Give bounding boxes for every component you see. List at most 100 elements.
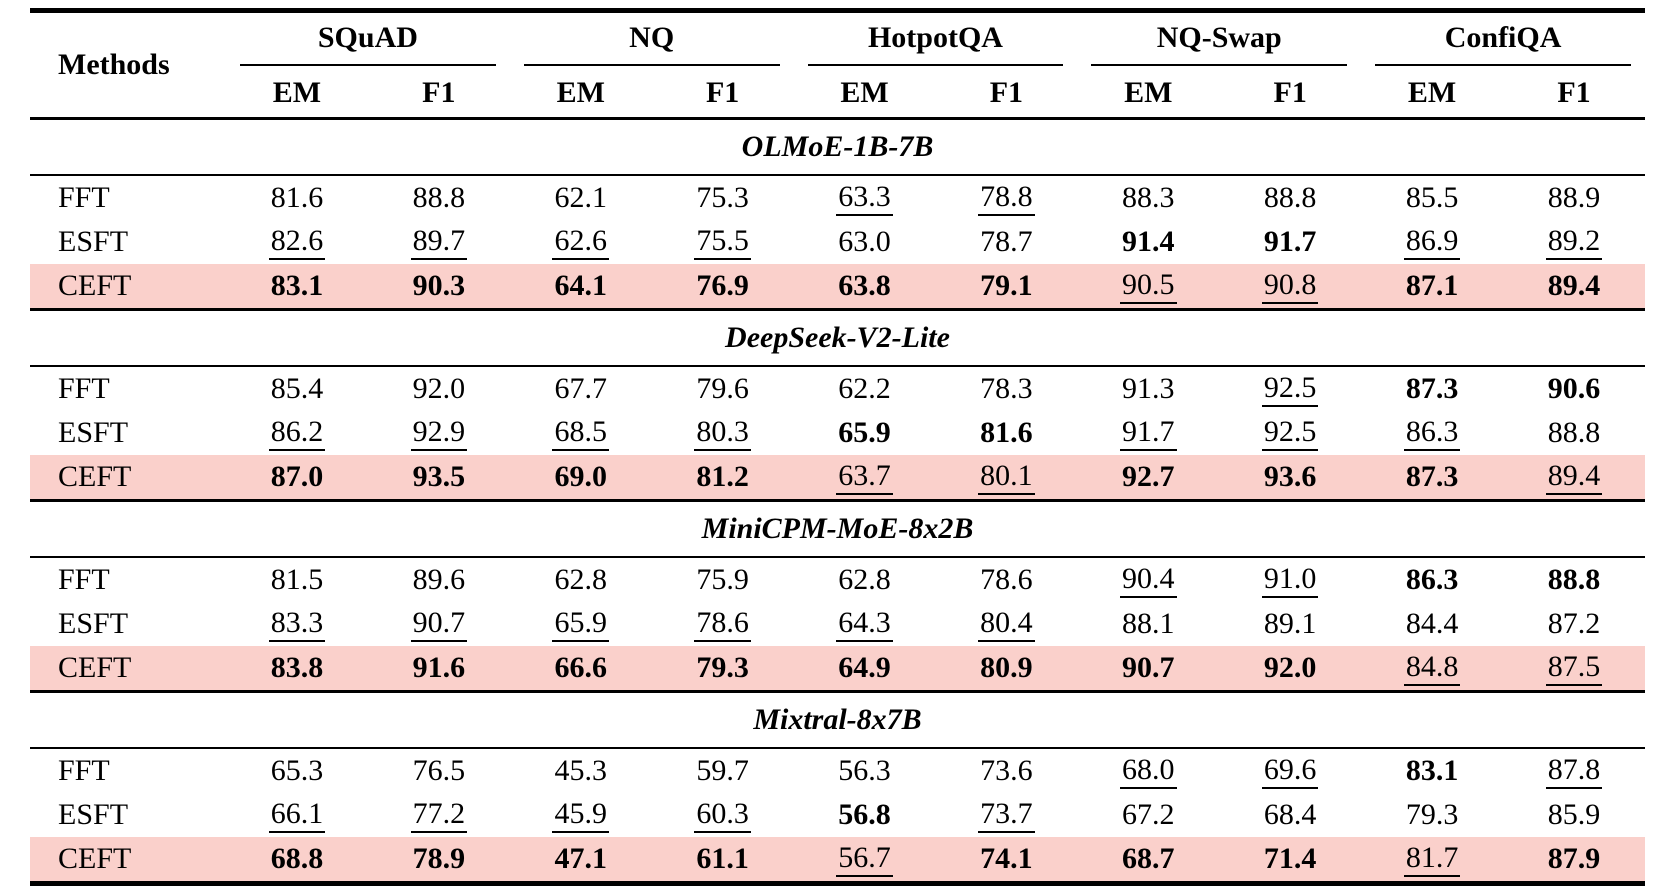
- metric-value-text: 81.2: [696, 460, 749, 493]
- metric-value-text: 63.0: [838, 225, 891, 258]
- model-section-row: DeepSeek-V2-Lite: [30, 308, 1645, 367]
- column-header-nq-label: NQ: [523, 13, 780, 66]
- data-row-ceft: CEFT 87.0 93.5 69.0 81.2 63.7 80.1 92.7 93.6 87.3…: [30, 455, 1645, 501]
- metric-value: 71.4: [1219, 837, 1361, 884]
- metric-value: 83.1: [1361, 748, 1503, 793]
- metric-value-text: 63.3: [836, 181, 893, 216]
- metric-value-text: 62.8: [838, 563, 891, 596]
- column-header-nq: NQ: [510, 11, 794, 70]
- metric-value-text: 69.0: [554, 460, 607, 493]
- method-label: FFT: [58, 181, 110, 214]
- data-row-fft: FFT 81.6 88.8 62.1 75.3 63.3 78.8 88.3 88.8 85.5 8…: [30, 175, 1645, 220]
- model-section-row: OLMoE-1B-7B: [30, 117, 1645, 176]
- metric-value: 76.9: [652, 264, 794, 310]
- metric-value-text: 86.3: [1403, 416, 1461, 451]
- metric-value-text: 64.1: [554, 269, 607, 302]
- metric-value: 88.8: [368, 175, 510, 220]
- column-header-hotpotqa-label: HotpotQA: [807, 13, 1064, 66]
- metric-header-em: EM: [1124, 76, 1173, 109]
- metric-value: 87.3: [1361, 455, 1503, 501]
- metric-value-text: 80.1: [978, 460, 1035, 495]
- metric-value: 78.6: [935, 557, 1077, 602]
- metric-value: 91.3: [1077, 366, 1219, 411]
- metric-value: 88.9: [1503, 175, 1645, 220]
- metric-value: 83.3: [226, 602, 368, 646]
- metric-value: 79.1: [935, 264, 1077, 310]
- metric-value-text: 75.5: [694, 225, 751, 260]
- metric-value: 83.8: [226, 646, 368, 692]
- metric-value-text: 92.9: [410, 416, 468, 451]
- data-row-fft: FFT 81.5 89.6 62.8 75.9 62.8 78.6 90.4 91.0 86.3 8…: [30, 557, 1645, 602]
- column-header-nq-swap-label: NQ-Swap: [1091, 13, 1348, 66]
- metric-value: 89.2: [1503, 220, 1645, 264]
- metric-value: 74.1: [935, 837, 1077, 884]
- metric-value-text: 83.1: [270, 269, 324, 302]
- metric-value-text: 91.0: [1261, 563, 1319, 598]
- metric-value-text: 90.4: [1120, 563, 1177, 598]
- metric-value: 87.2: [1503, 602, 1645, 646]
- metric-value: 87.3: [1361, 366, 1503, 411]
- column-header-squad: SQuAD: [226, 11, 510, 70]
- metric-value: 73.7: [935, 793, 1077, 837]
- metric-value-text: 85.9: [1547, 798, 1601, 831]
- metric-value: 89.4: [1503, 264, 1645, 310]
- metric-value-text: 47.1: [554, 842, 607, 875]
- metric-value-text: 45.9: [552, 798, 609, 833]
- metric-value-text: 77.2: [410, 798, 468, 833]
- data-row-esft: ESFT 82.6 89.7 62.6 75.5 63.0 78.7 91.4 91.7 86.9…: [30, 220, 1645, 264]
- metric-value-text: 79.3: [1405, 798, 1459, 831]
- metric-value-text: 73.7: [978, 798, 1035, 833]
- metric-value: 91.7: [1219, 220, 1361, 264]
- metric-value-text: 66.6: [554, 651, 607, 684]
- metric-value-text: 89.4: [1547, 269, 1601, 302]
- metric-value-text: 88.3: [1122, 181, 1175, 214]
- metric-value-text: 91.4: [1122, 225, 1175, 258]
- metric-value-text: 62.2: [838, 372, 891, 405]
- metric-value: 88.8: [1503, 411, 1645, 455]
- metric-value-text: 85.5: [1405, 181, 1459, 214]
- metric-value-text: 91.6: [412, 651, 466, 684]
- metric-value: 80.3: [652, 411, 794, 455]
- metric-header-f1: F1: [989, 76, 1024, 109]
- metric-value: 90.7: [1077, 646, 1219, 692]
- metric-value-text: 59.7: [696, 754, 749, 787]
- metric-value: 92.5: [1219, 411, 1361, 455]
- metric-value: 83.1: [226, 264, 368, 310]
- metric-value: 79.3: [1361, 793, 1503, 837]
- metric-value: 78.6: [652, 602, 794, 646]
- metric-value-text: 87.0: [270, 460, 324, 493]
- metric-value-text: 68.4: [1263, 798, 1317, 831]
- metric-value-text: 64.3: [836, 607, 893, 642]
- metric-value: 75.3: [652, 175, 794, 220]
- metric-value: 81.6: [935, 411, 1077, 455]
- metric-value-text: 78.3: [980, 372, 1033, 405]
- metric-header-f1: F1: [705, 76, 740, 109]
- metric-header-f1: F1: [1557, 76, 1591, 109]
- metric-value-text: 91.7: [1263, 225, 1317, 258]
- metric-value: 65.9: [794, 411, 936, 455]
- metric-value: 80.9: [935, 646, 1077, 692]
- metric-value: 69.6: [1219, 748, 1361, 793]
- metric-value: 86.3: [1361, 411, 1503, 455]
- metric-value-text: 89.2: [1545, 225, 1603, 260]
- metric-value-text: 89.4: [1545, 460, 1603, 495]
- metric-value: 76.5: [368, 748, 510, 793]
- metric-value: 87.5: [1503, 646, 1645, 692]
- metric-value-text: 92.5: [1261, 416, 1319, 451]
- metric-value-text: 91.7: [1120, 416, 1177, 451]
- metric-value: 78.3: [935, 366, 1077, 411]
- metric-value-text: 71.4: [1263, 842, 1317, 875]
- metric-value: 62.6: [510, 220, 652, 264]
- metric-value-text: 80.9: [980, 651, 1033, 684]
- benchmark-results-table: Methods SQuAD NQ HotpotQA NQ-Swap ConfiQ…: [30, 8, 1645, 886]
- metric-value: 75.9: [652, 557, 794, 602]
- metric-value: 89.1: [1219, 602, 1361, 646]
- methods-column-header: Methods: [58, 48, 170, 81]
- metric-header-f1: F1: [1273, 76, 1307, 109]
- metric-value-text: 69.6: [1261, 754, 1319, 789]
- metric-value-text: 74.1: [980, 842, 1033, 875]
- metric-value-text: 84.8: [1403, 651, 1461, 686]
- metric-value-text: 60.3: [694, 798, 751, 833]
- model-name: OLMoE-1B-7B: [30, 117, 1645, 176]
- column-header-confiqa-label: ConfiQA: [1375, 13, 1631, 66]
